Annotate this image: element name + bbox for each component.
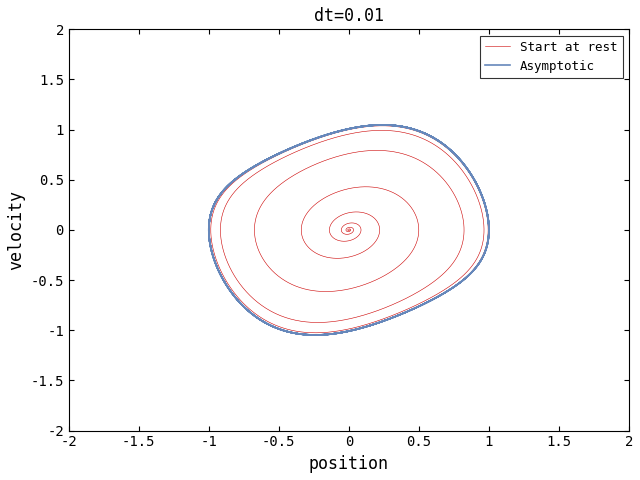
Asymptotic	[372, 321, 380, 326]
Start at rest	[406, 125, 414, 131]
Legend: Start at rest, Asymptotic: Start at rest, Asymptotic	[480, 36, 623, 78]
Start at rest	[225, 287, 233, 292]
Start at rest	[205, 237, 213, 242]
Asymptotic	[474, 262, 482, 267]
Asymptotic	[245, 309, 253, 314]
Y-axis label: velocity: velocity	[7, 190, 25, 270]
Start at rest	[484, 220, 492, 226]
Start at rest	[364, 323, 372, 329]
Line: Start at rest: Start at rest	[209, 125, 489, 335]
Asymptotic	[484, 220, 492, 226]
Asymptotic	[474, 263, 481, 269]
Line: Asymptotic: Asymptotic	[209, 125, 489, 335]
Asymptotic	[452, 153, 460, 158]
Start at rest	[346, 227, 353, 233]
Title: dt=0.01: dt=0.01	[314, 7, 384, 25]
Asymptotic	[347, 328, 355, 334]
Start at rest	[209, 251, 216, 256]
Start at rest	[379, 122, 387, 128]
Start at rest	[389, 315, 397, 321]
X-axis label: position: position	[309, 455, 389, 473]
Start at rest	[311, 332, 319, 338]
Asymptotic	[311, 332, 319, 338]
Asymptotic	[379, 122, 387, 128]
Asymptotic	[356, 124, 364, 130]
